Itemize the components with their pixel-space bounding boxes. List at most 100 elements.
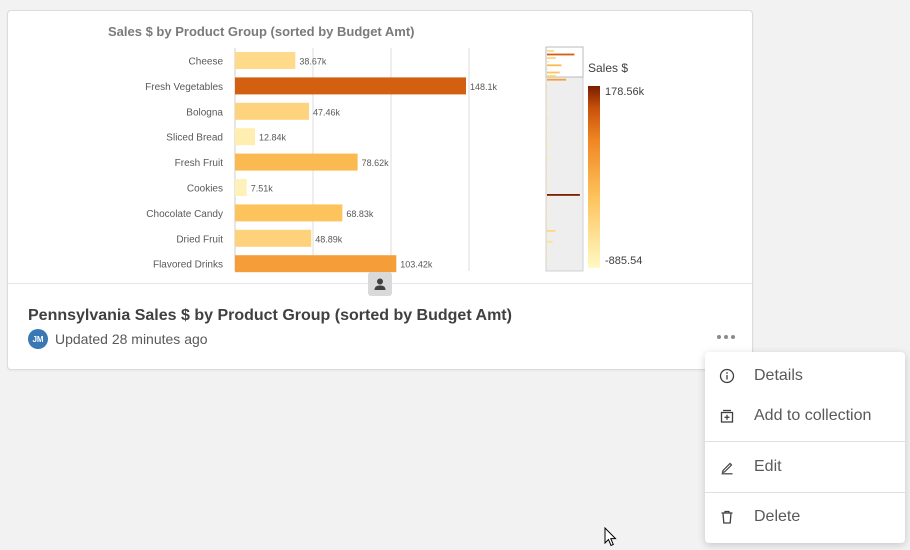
mini-bar [547, 183, 549, 185]
mini-bar [547, 201, 548, 203]
mini-bar [547, 118, 550, 121]
mini-bar [547, 212, 549, 214]
dot-icon [717, 335, 721, 339]
edit-icon [721, 462, 733, 475]
card-meta: JM Updated 28 minutes ago [28, 329, 208, 349]
mini-bar [547, 262, 549, 265]
mini-chart-background [545, 46, 584, 272]
mini-bar [547, 197, 550, 200]
menu-item-add-to-collection[interactable]: Add to collection [705, 397, 905, 435]
data-label: 78.62k [362, 158, 390, 168]
chart-card[interactable]: Sales $ by Product Group (sorted by Budg… [7, 10, 753, 370]
category-label: Flavored Drinks [153, 260, 223, 271]
category-label: Bologna [186, 107, 223, 118]
mini-bar [547, 215, 549, 218]
mini-bar [547, 132, 549, 135]
mini-bar [547, 82, 548, 85]
info-icon [719, 368, 735, 384]
menu-divider [705, 492, 905, 493]
mini-bar [547, 64, 562, 67]
bar [235, 77, 466, 95]
updated-text: Updated 28 minutes ago [55, 331, 208, 347]
more-options-button[interactable] [712, 327, 740, 347]
mini-bar [547, 190, 548, 193]
category-label: Sliced Bread [166, 133, 223, 144]
bar [235, 128, 256, 146]
mini-bar [547, 75, 557, 77]
card-title[interactable]: Pennsylvania Sales $ by Product Group (s… [28, 307, 512, 324]
mini-bar [547, 71, 560, 74]
bar [235, 102, 310, 120]
category-label: Cheese [189, 57, 224, 68]
mini-bar [547, 161, 548, 164]
mini-bar [547, 89, 548, 92]
mini-bar [547, 240, 553, 243]
legend-title: Sales $ [588, 61, 628, 75]
mini-bar [547, 60, 550, 63]
bar [235, 229, 312, 247]
mini-bar [547, 104, 549, 106]
menu-item-edit[interactable]: Edit [705, 448, 905, 486]
mini-bar [547, 68, 549, 70]
category-label: Chocolate Candy [146, 209, 223, 220]
legend-max-label: 178.56k [605, 86, 645, 98]
mini-bar [547, 111, 548, 113]
mini-bar [547, 136, 549, 139]
bar-chart: Sales $ by Product Group (sorted by Budg… [108, 24, 645, 273]
avatar: JM [28, 329, 48, 349]
bar [235, 255, 397, 273]
dot-icon [724, 335, 728, 339]
mini-bar [547, 230, 556, 232]
mini-bar [547, 96, 549, 99]
menu-divider [705, 441, 905, 442]
mini-bar [547, 125, 549, 128]
mini-bar [547, 147, 550, 149]
data-label: 7.51k [251, 184, 274, 194]
mini-bar [547, 165, 549, 167]
mini-bar [547, 222, 549, 225]
menu-item-label: Details [754, 367, 803, 384]
legend-min-label: -885.54 [605, 255, 642, 267]
data-label: 103.42k [400, 260, 433, 270]
legend-gradient [588, 86, 600, 268]
mini-bar [547, 57, 556, 59]
mini-bar [547, 255, 549, 257]
dot-icon [731, 335, 735, 339]
menu-item-details[interactable]: Details [705, 357, 905, 395]
mini-bar [547, 150, 548, 153]
menu-item-label: Edit [754, 458, 782, 475]
mini-bar [547, 114, 549, 117]
mini-bar [547, 237, 550, 239]
mini-bar [547, 208, 548, 211]
bar [235, 153, 358, 171]
mini-bar [547, 248, 548, 250]
mini-bar [547, 122, 548, 124]
mini-bar [547, 140, 548, 142]
mini-bar [547, 194, 580, 196]
mini-bar [547, 258, 548, 261]
category-label: Fresh Vegetables [145, 82, 223, 93]
menu-item-delete[interactable]: Delete [705, 498, 905, 536]
mini-bar [547, 244, 549, 247]
category-label: Fresh Fruit [175, 158, 224, 169]
mini-bar [547, 233, 549, 236]
mini-bar [547, 129, 548, 131]
mini-bar [547, 143, 549, 146]
mouse-cursor-icon [604, 527, 617, 547]
mini-bar [547, 78, 567, 81]
mini-bar [547, 100, 548, 103]
data-label: 68.83k [346, 209, 374, 219]
category-label: Cookies [187, 184, 223, 195]
mini-bar [547, 93, 549, 95]
mini-bar [547, 172, 549, 175]
bar [235, 179, 247, 196]
mini-bar [547, 53, 575, 56]
bar [235, 204, 343, 222]
chart-thumbnail[interactable]: Sales $ by Product Group (sorted by Budg… [8, 11, 752, 283]
context-menu: Details Add to collection Edit Delete [705, 352, 905, 543]
mini-bar [547, 86, 549, 88]
mini-bar [547, 219, 548, 221]
mini-bar [547, 168, 548, 171]
mini-bar [547, 179, 548, 182]
mini-bar [547, 176, 549, 178]
